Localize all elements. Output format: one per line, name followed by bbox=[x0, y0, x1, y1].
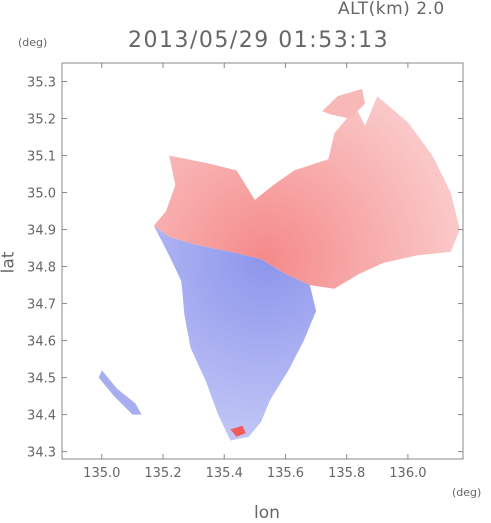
x-tick-label: 135.4 bbox=[206, 466, 243, 481]
region-sw-islet bbox=[98, 370, 142, 415]
region-south-lobe bbox=[153, 225, 317, 441]
region-north-islet bbox=[322, 88, 365, 119]
x-axis-label: lon bbox=[254, 503, 280, 523]
x-tick-label: 135.6 bbox=[267, 466, 304, 481]
y-tick-label: 34.9 bbox=[27, 224, 56, 239]
plot-frame bbox=[61, 62, 464, 460]
x-tick-label: 135.0 bbox=[83, 466, 120, 481]
x-tick-label: 136.0 bbox=[389, 466, 426, 481]
y-tick-label: 34.3 bbox=[27, 446, 56, 461]
y-axis-unit: (deg) bbox=[18, 36, 48, 49]
axis-tick-labels: 135.0 135.2 135.4 135.6 135.8 136.0 34.3 34.4 34… bbox=[27, 76, 426, 481]
x-axis-unit: (deg) bbox=[452, 486, 482, 499]
region-north-lobe bbox=[153, 96, 460, 289]
y-tick-label: 34.8 bbox=[27, 261, 56, 276]
y-tick-label: 35.3 bbox=[27, 76, 56, 91]
y-tick-label: 35.0 bbox=[27, 187, 56, 202]
y-tick-label: 34.6 bbox=[27, 335, 56, 350]
y-tick-label: 34.4 bbox=[27, 409, 56, 424]
y-tick-label: 34.5 bbox=[27, 372, 56, 387]
x-tick-label: 135.2 bbox=[144, 466, 181, 481]
region-south-red-spot bbox=[230, 425, 246, 437]
x-tick-label: 135.8 bbox=[328, 466, 365, 481]
velocity-field bbox=[98, 88, 460, 441]
altitude-label: ALT(km) 2.0 bbox=[338, 0, 445, 19]
axis-ticks bbox=[62, 63, 463, 459]
y-tick-label: 35.1 bbox=[27, 150, 56, 165]
y-tick-label: 34.7 bbox=[27, 298, 56, 313]
y-tick-label: 35.2 bbox=[27, 113, 56, 128]
timestamp-label: 2013/05/29 01:53:13 bbox=[128, 28, 390, 53]
